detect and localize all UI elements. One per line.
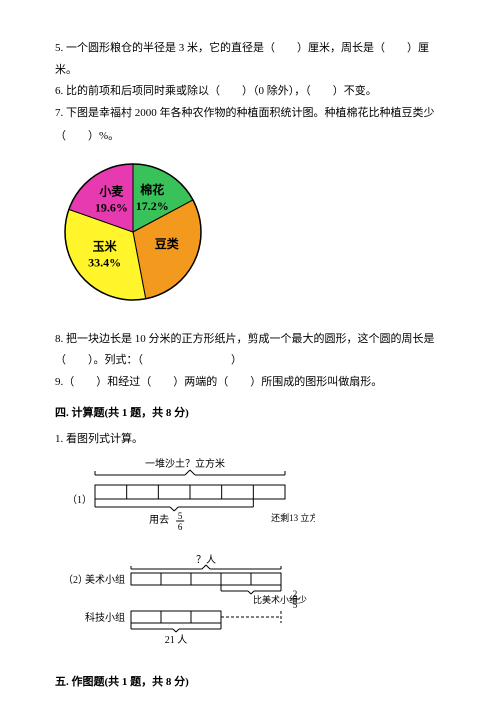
svg-text:一堆沙土？立方米: 一堆沙土？立方米 [145, 457, 225, 470]
svg-text:用去: 用去 [149, 514, 169, 526]
svg-text:21 人: 21 人 [165, 634, 188, 646]
diagram-1: （1） 一堆沙土？立方米用去 56 还剩13 立方米 [55, 455, 445, 542]
svg-text:科技小组: 科技小组 [85, 611, 125, 624]
svg-text:33.4%: 33.4% [88, 255, 121, 269]
question-7-line1: 7. 下图是幸福村 2000 年各种农作物的种植面积统计图。种植棉花比种植豆类少 [55, 105, 445, 123]
question-9: 9.（ ）和经过（ ）两端的（ ）所围成的图形叫做扇形。 [55, 374, 445, 392]
svg-text:玉米: 玉米 [93, 238, 118, 253]
page: 5. 一个圆形粮仓的半径是 3 米，它的直径是（ ）厘米，周长是（ ）厘 米。 … [0, 0, 500, 719]
question-8-line2: （ ）。列式：（ ） [55, 352, 445, 370]
question-7-line2: （ ）%。 [55, 128, 445, 146]
svg-text:美术小组: 美术小组 [85, 573, 125, 586]
svg-text:5: 5 [293, 600, 298, 610]
question-8-line1: 8. 把一块边长是 10 分米的正方形纸片，剪成一个最大的圆形，这个圆的周长是 [55, 331, 445, 349]
svg-text:豆类: 豆类 [155, 236, 180, 251]
pie-chart: 棉花 17.2% 豆类 玉米 33.4% 小麦 19.6% [55, 154, 445, 321]
question-6: 6. 比的前项和后项同时乘或除以（ ）（0 除外），（ ）不变。 [55, 83, 445, 101]
question-5-line2: 米。 [55, 62, 445, 80]
svg-text:棉花: 棉花 [140, 182, 164, 197]
svg-text:（1）: （1） [67, 494, 92, 506]
svg-text:17.2%: 17.2% [136, 199, 169, 213]
svg-text:19.6%: 19.6% [95, 200, 128, 214]
svg-text:6: 6 [178, 522, 183, 532]
section-4-q1: 1. 看图列式计算。 [55, 431, 445, 449]
svg-text:？人: ？人 [196, 554, 216, 566]
svg-text:还剩13 立方米: 还剩13 立方米 [271, 512, 315, 523]
diagram-2: （2）美术小组？人比美术小组少25科技小组21 人 [55, 551, 445, 658]
question-5-line1: 5. 一个圆形粮仓的半径是 3 米，它的直径是（ ）厘米，周长是（ ）厘 [55, 40, 445, 58]
section-4-title: 四. 计算题(共 1 题，共 8 分) [55, 405, 445, 423]
section-5-title: 五. 作图题(共 1 题，共 8 分) [55, 674, 445, 692]
svg-text:5: 5 [178, 511, 183, 521]
svg-text:2: 2 [293, 589, 298, 599]
svg-text:小麦: 小麦 [99, 183, 124, 198]
